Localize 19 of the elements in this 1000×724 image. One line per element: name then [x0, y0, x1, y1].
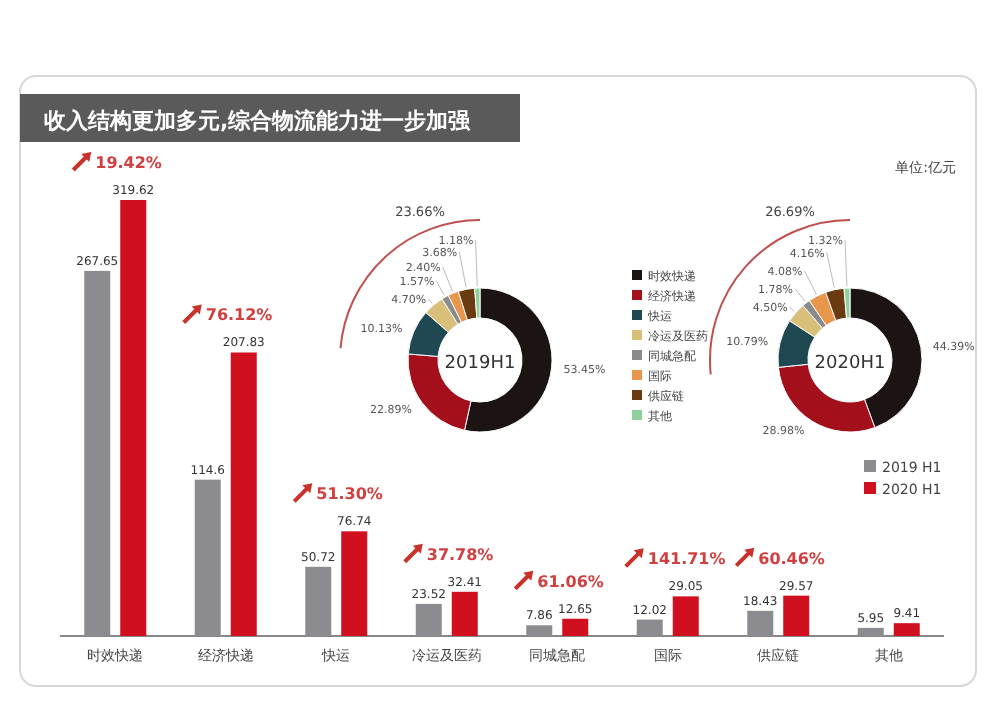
- bar: [562, 618, 589, 636]
- annotation: 37.78%: [426, 545, 494, 564]
- annotation: 51.30%: [316, 485, 383, 504]
- bar: [783, 595, 810, 636]
- text: 2020H1: [814, 354, 886, 374]
- bar: [120, 200, 147, 636]
- annotation: 76.12%: [205, 306, 273, 325]
- annotation: 141.71%: [647, 550, 726, 569]
- bar: [451, 591, 478, 636]
- bar: [230, 352, 257, 636]
- text: 19.42%: [95, 154, 162, 172]
- bar: [341, 531, 368, 636]
- annotation: 61.06%: [537, 572, 604, 591]
- bar: [893, 623, 920, 636]
- annotation: 60.46%: [758, 549, 825, 568]
- bar: [672, 596, 699, 636]
- text: 2019H1: [444, 354, 516, 374]
- donut-slice: [447, 290, 468, 323]
- chart-title: 收入结构更加多元,综合物流能力进一步加强: [44, 108, 473, 134]
